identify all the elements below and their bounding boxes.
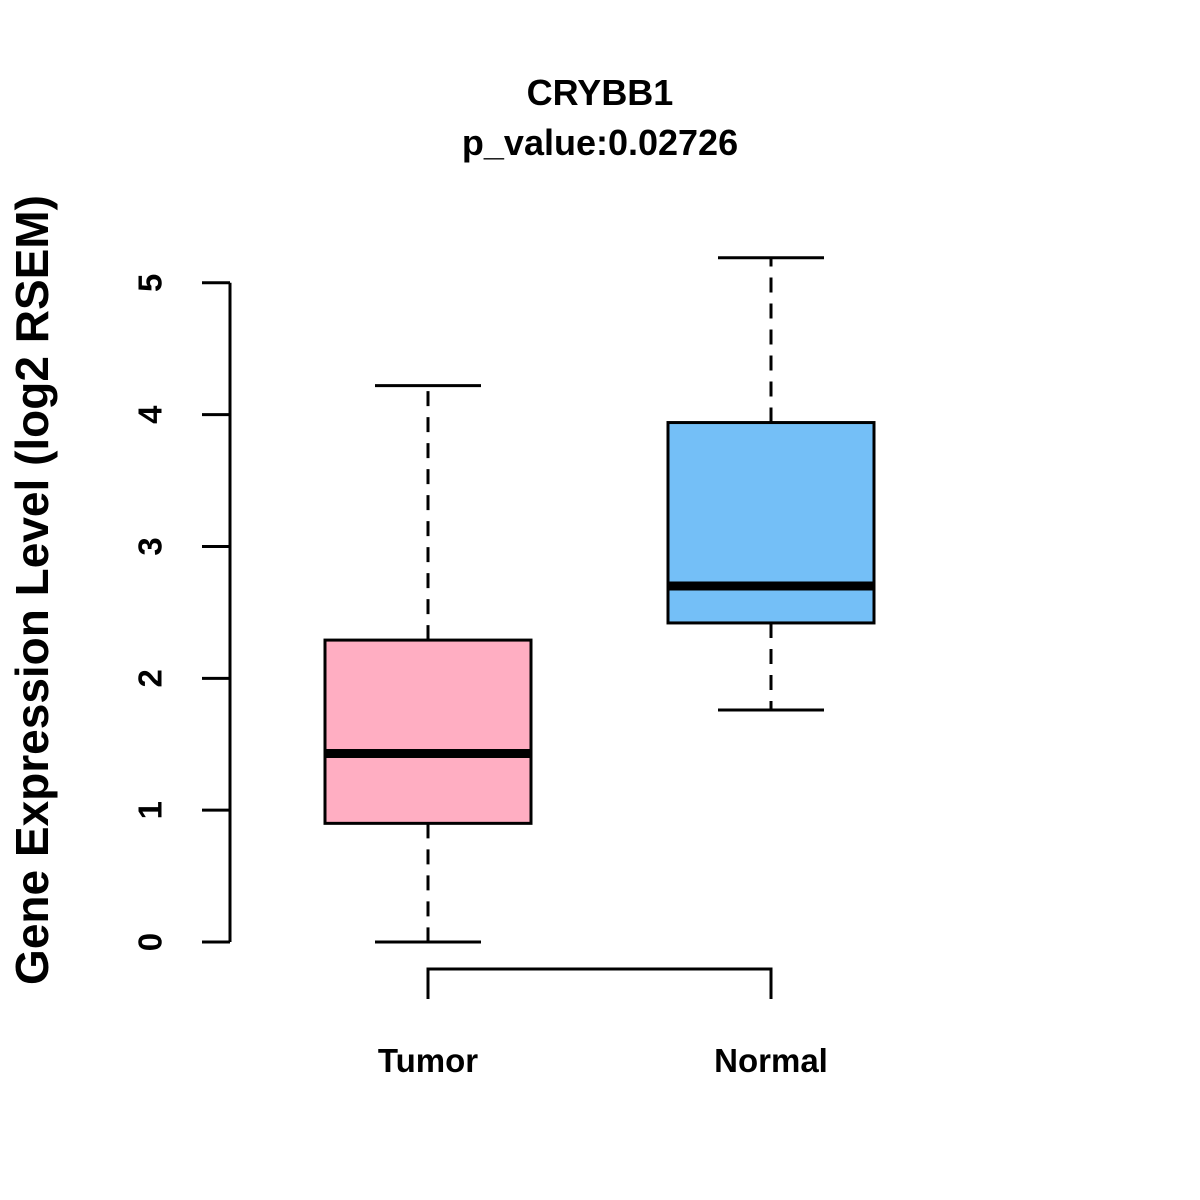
y-tick-label: 1 bbox=[132, 801, 169, 819]
chart-title: CRYBB1 bbox=[527, 72, 674, 113]
plot-area: 0 1 2 3 4 5 bbox=[132, 256, 876, 999]
x-category-label-normal: Normal bbox=[714, 1042, 828, 1079]
y-tick-label: 4 bbox=[132, 405, 169, 424]
chart-subtitle-pvalue: p_value:0.02726 bbox=[462, 122, 738, 163]
normal-iqr-box bbox=[666, 421, 876, 625]
y-tick-label: 2 bbox=[132, 669, 169, 687]
y-tick-label: 5 bbox=[132, 274, 169, 292]
category-bracket bbox=[426, 967, 773, 999]
tumor-iqr-box bbox=[323, 638, 533, 825]
y-axis-title: Gene Expression Level (log2 RSEM) bbox=[6, 195, 58, 985]
x-category-label-tumor: Tumor bbox=[378, 1042, 478, 1079]
y-tick-label: 3 bbox=[132, 537, 169, 555]
y-tick-label: 0 bbox=[132, 933, 169, 951]
